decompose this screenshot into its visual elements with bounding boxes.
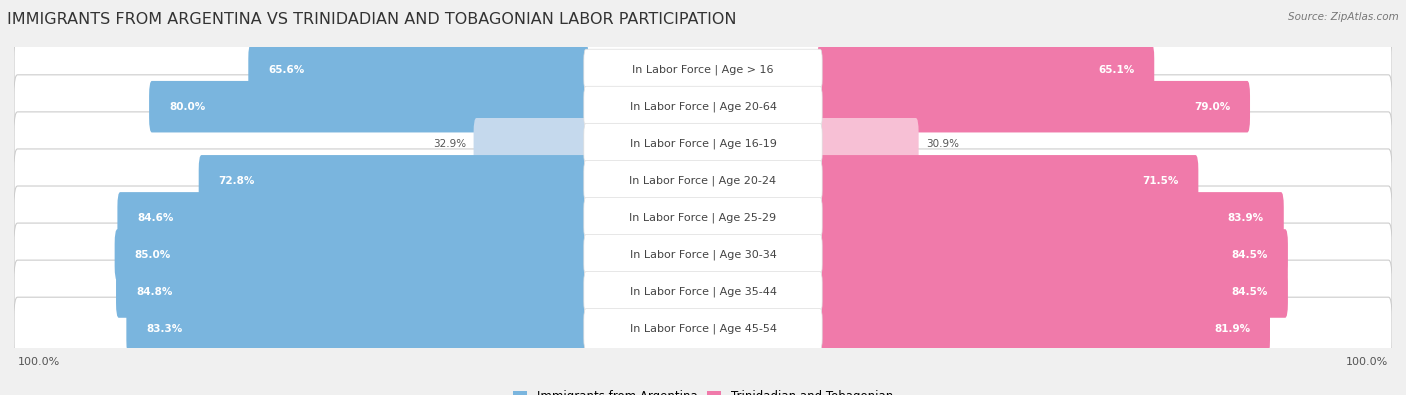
Text: 80.0%: 80.0% — [169, 102, 205, 112]
FancyBboxPatch shape — [117, 192, 589, 244]
Text: In Labor Force | Age 45-54: In Labor Force | Age 45-54 — [630, 324, 776, 334]
FancyBboxPatch shape — [127, 303, 589, 355]
Text: In Labor Force | Age 20-64: In Labor Force | Age 20-64 — [630, 102, 776, 112]
FancyBboxPatch shape — [149, 81, 589, 132]
Text: 65.6%: 65.6% — [269, 65, 305, 75]
FancyBboxPatch shape — [14, 260, 1392, 324]
Text: In Labor Force | Age 16-19: In Labor Force | Age 16-19 — [630, 139, 776, 149]
FancyBboxPatch shape — [115, 229, 589, 281]
Text: In Labor Force | Age 35-44: In Labor Force | Age 35-44 — [630, 287, 776, 297]
Text: 84.5%: 84.5% — [1232, 250, 1268, 260]
FancyBboxPatch shape — [583, 49, 823, 90]
Text: 79.0%: 79.0% — [1194, 102, 1230, 112]
FancyBboxPatch shape — [817, 303, 1270, 355]
FancyBboxPatch shape — [817, 229, 1288, 281]
FancyBboxPatch shape — [583, 272, 823, 312]
FancyBboxPatch shape — [817, 266, 1288, 318]
Text: 84.6%: 84.6% — [138, 213, 174, 223]
Text: IMMIGRANTS FROM ARGENTINA VS TRINIDADIAN AND TOBAGONIAN LABOR PARTICIPATION: IMMIGRANTS FROM ARGENTINA VS TRINIDADIAN… — [7, 12, 737, 27]
FancyBboxPatch shape — [14, 297, 1392, 361]
FancyBboxPatch shape — [117, 266, 589, 318]
FancyBboxPatch shape — [198, 155, 589, 207]
Text: In Labor Force | Age 25-29: In Labor Force | Age 25-29 — [630, 213, 776, 223]
Text: In Labor Force | Age > 16: In Labor Force | Age > 16 — [633, 64, 773, 75]
FancyBboxPatch shape — [583, 123, 823, 164]
FancyBboxPatch shape — [14, 75, 1392, 139]
Text: In Labor Force | Age 20-24: In Labor Force | Age 20-24 — [630, 175, 776, 186]
Text: 100.0%: 100.0% — [1347, 357, 1389, 367]
FancyBboxPatch shape — [583, 308, 823, 350]
Text: 71.5%: 71.5% — [1142, 176, 1178, 186]
FancyBboxPatch shape — [14, 38, 1392, 102]
FancyBboxPatch shape — [474, 118, 589, 169]
FancyBboxPatch shape — [817, 155, 1198, 207]
FancyBboxPatch shape — [817, 192, 1284, 244]
Text: 81.9%: 81.9% — [1213, 324, 1250, 334]
FancyBboxPatch shape — [583, 235, 823, 275]
Text: 30.9%: 30.9% — [927, 139, 959, 149]
FancyBboxPatch shape — [14, 223, 1392, 287]
Text: 83.9%: 83.9% — [1227, 213, 1264, 223]
Text: Source: ZipAtlas.com: Source: ZipAtlas.com — [1288, 12, 1399, 22]
Text: 65.1%: 65.1% — [1098, 65, 1135, 75]
Text: 100.0%: 100.0% — [17, 357, 59, 367]
Text: 83.3%: 83.3% — [146, 324, 183, 334]
Legend: Immigrants from Argentina, Trinidadian and Tobagonian: Immigrants from Argentina, Trinidadian a… — [509, 385, 897, 395]
FancyBboxPatch shape — [249, 44, 589, 96]
Text: 72.8%: 72.8% — [219, 176, 254, 186]
FancyBboxPatch shape — [817, 81, 1250, 132]
FancyBboxPatch shape — [14, 149, 1392, 213]
FancyBboxPatch shape — [14, 112, 1392, 176]
Text: 85.0%: 85.0% — [135, 250, 172, 260]
Text: 32.9%: 32.9% — [433, 139, 465, 149]
FancyBboxPatch shape — [14, 186, 1392, 250]
FancyBboxPatch shape — [817, 44, 1154, 96]
Text: 84.5%: 84.5% — [1232, 287, 1268, 297]
FancyBboxPatch shape — [817, 118, 918, 169]
FancyBboxPatch shape — [583, 198, 823, 238]
FancyBboxPatch shape — [583, 86, 823, 127]
Text: 84.8%: 84.8% — [136, 287, 173, 297]
FancyBboxPatch shape — [583, 160, 823, 201]
Text: In Labor Force | Age 30-34: In Labor Force | Age 30-34 — [630, 250, 776, 260]
